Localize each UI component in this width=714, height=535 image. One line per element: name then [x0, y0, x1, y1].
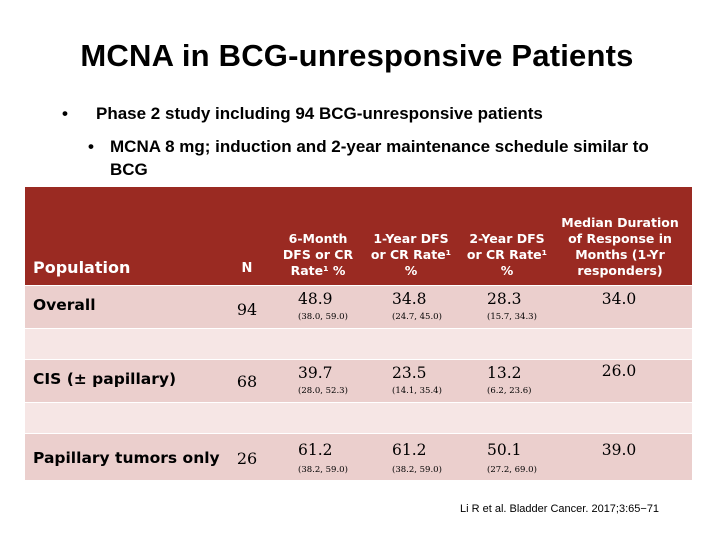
row-6month-value: 61.2 [298, 441, 333, 459]
row-n: 94 [236, 300, 258, 319]
bullet-primary-text: Phase 2 study including 94 BCG-unrespons… [96, 104, 543, 123]
header-2year: 2-Year DFS or CR Rate¹ % [466, 231, 548, 278]
header-population: Population [33, 258, 131, 277]
row-2year-ci: (6.2, 23.6) [487, 386, 532, 396]
row-median: 34.0 [601, 290, 637, 308]
row-1year-value: 34.8 [392, 290, 427, 308]
table-row-overall: Overall 94 48.9 (38.0, 59.0) 34.8 (24.7,… [25, 285, 692, 328]
row-6month-value: 48.9 [298, 290, 333, 308]
header-6month: 6-Month DFS or CR Rate¹ % [282, 231, 354, 278]
bullet-dot-icon: • [62, 104, 68, 123]
row-6month-ci: (38.0, 59.0) [298, 312, 348, 322]
slide-title: MCNA in BCG-unresponsive Patients [80, 38, 634, 73]
table-row-cis: CIS (± papillary) 68 39.7 (28.0, 52.3) 2… [25, 359, 692, 402]
row-1year-ci: (24.7, 45.0) [392, 312, 442, 322]
row-median: 26.0 [601, 362, 637, 380]
table-row-papillary: Papillary tumors only 26 61.2 (38.2, 59.… [25, 433, 692, 480]
row-2year-value: 13.2 [487, 364, 522, 382]
row-6month-value: 39.7 [298, 364, 333, 382]
row-2year-ci: (27.2, 69.0) [487, 465, 537, 475]
row-median: 39.0 [601, 441, 637, 459]
results-table: Population N 6-Month DFS or CR Rate¹ % 1… [25, 187, 692, 480]
table-spacer-row [25, 328, 692, 359]
row-2year-value: 50.1 [487, 441, 522, 459]
header-n: N [241, 261, 253, 276]
table-spacer-row [25, 402, 692, 433]
bullet-dot-icon: • [88, 137, 94, 156]
header-median-duration: Median Duration of Response in Months (1… [561, 215, 679, 278]
row-1year-value: 61.2 [392, 441, 427, 459]
row-1year-value: 23.5 [392, 364, 427, 382]
row-label: Overall [33, 296, 96, 314]
row-6month-ci: (38.2, 59.0) [298, 465, 348, 475]
header-1year: 1-Year DFS or CR Rate¹ % [370, 231, 452, 278]
row-label: Papillary tumors only [33, 449, 220, 467]
row-n: 26 [236, 449, 258, 468]
row-label: CIS (± papillary) [33, 370, 177, 388]
row-1year-ci: (38.2, 59.0) [392, 465, 442, 475]
row-6month-ci: (28.0, 52.3) [298, 386, 348, 396]
row-1year-ci: (14.1, 35.4) [392, 386, 442, 396]
row-2year-value: 28.3 [487, 290, 522, 308]
citation: Li R et al. Bladder Cancer. 2017;3:65−71 [460, 503, 660, 515]
row-n: 68 [236, 372, 258, 391]
bullet-secondary-text: MCNA 8 mg; induction and 2-year maintena… [110, 137, 649, 179]
table-header: Population N 6-Month DFS or CR Rate¹ % 1… [25, 187, 692, 285]
row-2year-ci: (15.7, 34.3) [487, 312, 537, 322]
